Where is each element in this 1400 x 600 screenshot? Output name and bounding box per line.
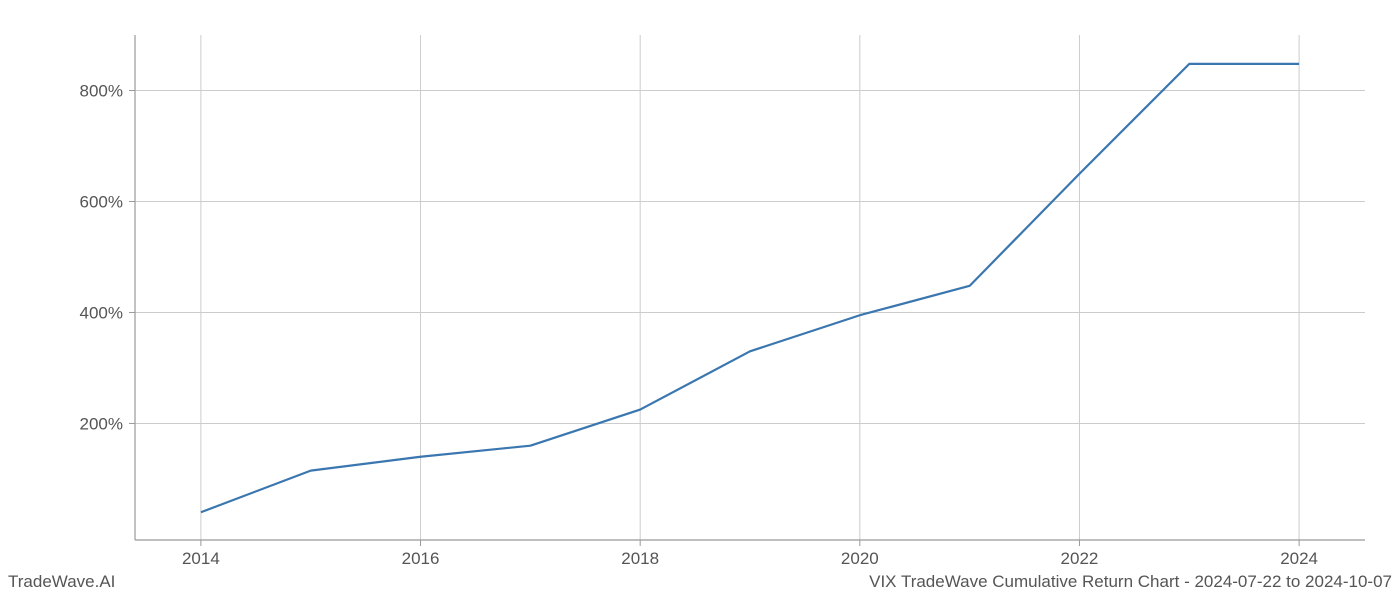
- footer-right-label: VIX TradeWave Cumulative Return Chart - …: [869, 572, 1392, 592]
- x-tick-label: 2024: [1280, 549, 1318, 568]
- x-tick-label: 2020: [841, 549, 879, 568]
- data-line: [201, 64, 1299, 512]
- y-tick-label: 800%: [80, 81, 123, 100]
- y-tick-label: 200%: [80, 414, 123, 433]
- chart-container: 2014 2016 2018 2020 2022 2024 200% 400% 600% 800%: [0, 0, 1400, 600]
- x-tick-label: 2016: [402, 549, 440, 568]
- footer-left-label: TradeWave.AI: [8, 572, 115, 592]
- x-tick-label: 2018: [621, 549, 659, 568]
- y-tick-label: 400%: [80, 303, 123, 322]
- x-tick-label: 2014: [182, 549, 220, 568]
- y-tick-label: 600%: [80, 192, 123, 211]
- line-chart: 2014 2016 2018 2020 2022 2024 200% 400% 600% 800%: [0, 0, 1400, 600]
- x-tick-label: 2022: [1061, 549, 1099, 568]
